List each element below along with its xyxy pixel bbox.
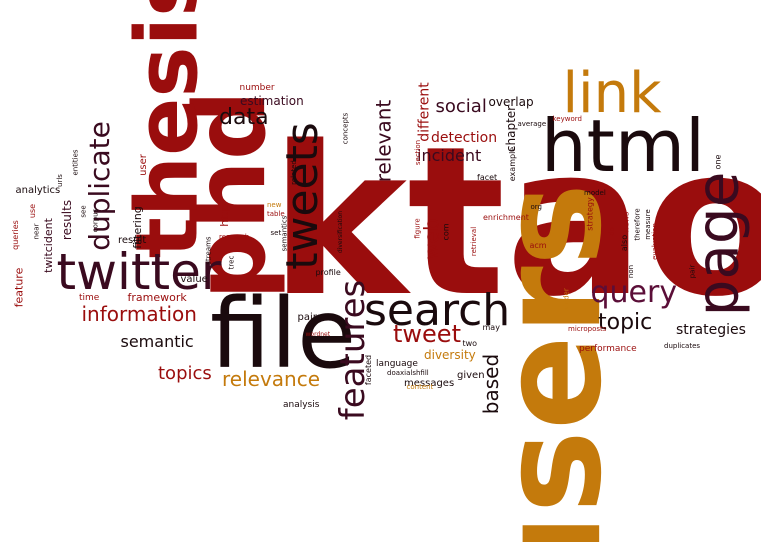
word-model: model — [584, 188, 606, 197]
word-strategies: strategies — [676, 322, 746, 338]
word-analysis: analysis — [283, 399, 320, 410]
word-diversification: diversification — [337, 210, 345, 254]
word-page: page — [682, 171, 751, 317]
word-semantic: semantic — [120, 332, 194, 351]
word-different: different — [416, 82, 433, 142]
word-org: org — [530, 202, 542, 211]
word-twitter: twitter — [56, 243, 222, 301]
word-twinder: twinder — [562, 287, 571, 315]
word-trec: trec — [227, 255, 236, 269]
word-framework: framework — [127, 290, 187, 304]
word-incident: incident — [417, 146, 482, 165]
word-estimation: estimation — [240, 94, 304, 108]
word-twitcident: twitcident — [41, 217, 55, 273]
word-enrichment: enrichment — [483, 213, 529, 222]
word-faceted: faceted — [364, 354, 374, 386]
word-relevant: relevant — [370, 99, 395, 183]
word-do: do — [607, 226, 616, 236]
word-wordnet: wordnet — [305, 331, 331, 338]
word-com: com — [441, 223, 451, 241]
word-social: social — [435, 96, 487, 117]
word-evaluation: evaluation — [650, 222, 659, 260]
word-entities: entities — [71, 148, 80, 176]
word-non: non — [626, 264, 635, 278]
word-data: data — [219, 105, 269, 130]
word-information: information — [81, 302, 197, 326]
word-given: given — [457, 370, 485, 381]
word-pairs: pairs — [297, 312, 323, 323]
word-may: may — [482, 323, 500, 332]
word-file: file — [210, 278, 357, 390]
word-ktao: ktao — [270, 102, 761, 342]
word-content: content — [406, 382, 434, 391]
word-near: near — [32, 223, 41, 239]
word-retrieval: retrieval — [469, 226, 478, 256]
word-figure: figure — [413, 217, 422, 239]
word-link: link — [562, 61, 662, 126]
word-tweet: tweet — [393, 320, 461, 348]
word-number: number — [239, 82, 275, 93]
word-results: results — [60, 199, 75, 241]
word-average: average — [517, 119, 547, 128]
word-relevance: relevance — [222, 367, 321, 391]
word-streams: streams — [204, 235, 213, 265]
word-strategy: strategy — [585, 197, 595, 231]
word-messages: messages — [404, 378, 455, 389]
word-search: search — [364, 285, 511, 336]
word-user: user — [137, 154, 149, 176]
word-based: based — [479, 353, 504, 415]
word-result: result — [118, 235, 147, 246]
word-duplicate: duplicate — [82, 121, 116, 251]
word-semantics: semantics — [280, 215, 289, 251]
word-topics: topics — [158, 363, 212, 384]
word-profile: profile — [315, 268, 341, 277]
word-features: features — [333, 279, 374, 421]
word-set: set — [270, 228, 282, 237]
word-http: http — [217, 203, 231, 227]
word-related: related — [289, 159, 298, 185]
word-overlap: overlap — [488, 95, 534, 109]
word-new: new — [267, 200, 282, 209]
word-facet: facet — [477, 173, 498, 182]
word-web: web — [419, 218, 444, 260]
word-keyword: keyword — [552, 114, 582, 123]
word-query: query — [590, 275, 678, 310]
word-urls: urls — [55, 173, 64, 187]
word-topic: topic — [598, 310, 653, 335]
word-also: also — [620, 234, 630, 252]
word-feature: feature — [12, 267, 26, 307]
word-two: two — [462, 339, 478, 348]
word-acm: acm — [529, 241, 547, 250]
word-value: value — [180, 274, 208, 285]
word-use: use — [28, 203, 38, 219]
word-html: html — [541, 104, 706, 188]
word-detection: detection — [431, 130, 498, 146]
word-pair: pair — [688, 264, 697, 278]
word-news: news — [620, 211, 630, 233]
word-duplicates: duplicates — [664, 341, 701, 350]
word-chapter: chapter — [504, 105, 519, 153]
word-section: section — [413, 139, 422, 165]
word-doaxialshfill: doaxialshfill — [387, 368, 429, 377]
word-one: one — [712, 154, 722, 170]
word-example: example — [508, 146, 518, 182]
word-concepts: concepts — [341, 112, 350, 144]
word-diversity: diversity — [424, 348, 476, 362]
word-time: time — [79, 292, 100, 303]
word-performance: performance — [579, 343, 637, 354]
word-analytics: analytics — [15, 185, 61, 196]
word-microposts: microposts — [568, 324, 607, 333]
word-table: table — [267, 209, 285, 218]
word-corpus: corpus — [91, 208, 100, 232]
word-see: see — [79, 204, 88, 218]
word-queries: queries — [10, 220, 20, 250]
word-language: language — [376, 358, 418, 369]
word-research: research — [219, 232, 250, 241]
word-therefore: therefore — [633, 207, 642, 241]
